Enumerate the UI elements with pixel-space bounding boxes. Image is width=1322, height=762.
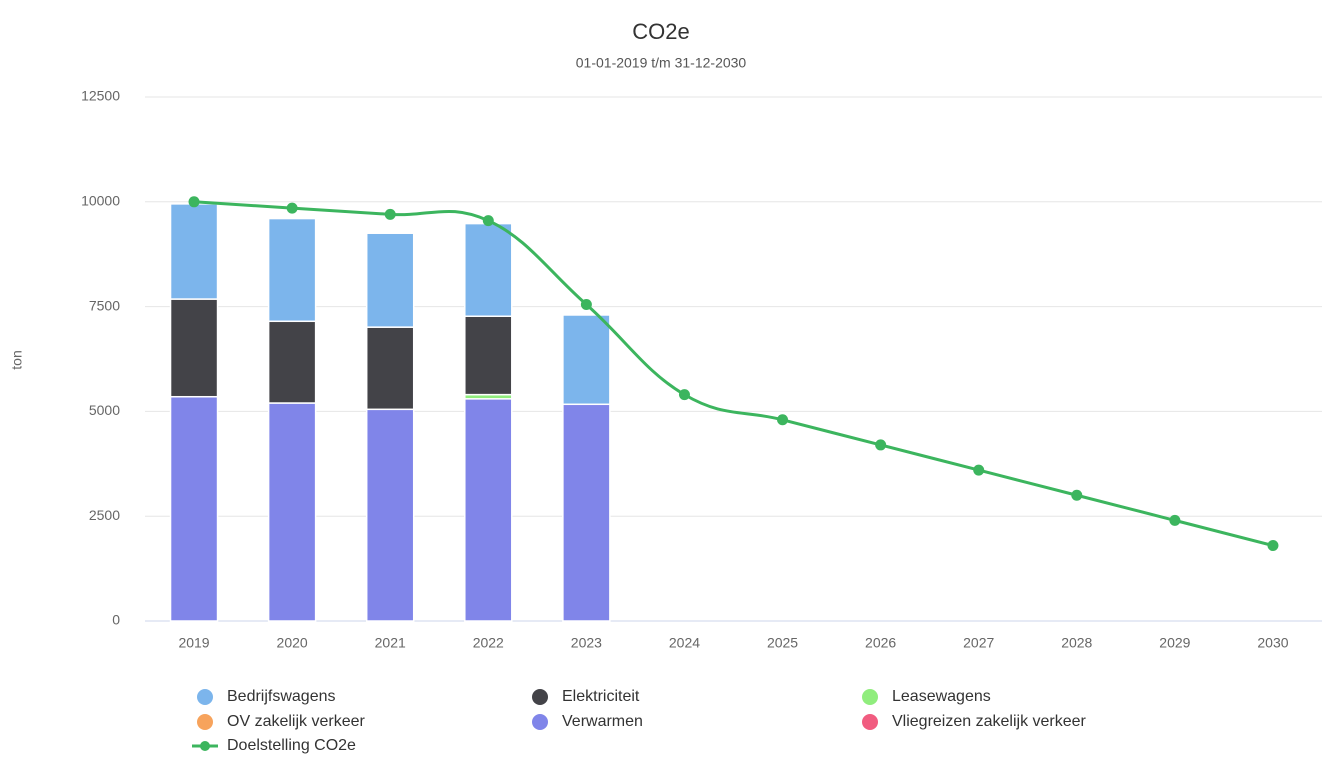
x-tick-label: 2027 (963, 635, 994, 651)
legend-label: Vliegreizen zakelijk verkeer (892, 713, 1087, 730)
bar-segment (169, 203, 219, 300)
x-tick-label: 2020 (277, 635, 308, 651)
bar-segment (365, 232, 415, 328)
target-point (580, 299, 592, 311)
legend-label: Elektriciteit (562, 688, 640, 705)
bar-segment (365, 326, 415, 411)
chart-title: CO2e (632, 19, 689, 44)
x-tick-label: 2023 (571, 635, 602, 651)
bar-segment (365, 408, 415, 622)
legend-label: OV zakelijk verkeer (227, 713, 365, 730)
legend-marker (862, 689, 878, 705)
bar-segment (562, 314, 611, 406)
target-point (777, 414, 789, 426)
legend-marker (197, 714, 213, 730)
bar-segment (267, 402, 317, 622)
legend-label: Bedrijfswagens (227, 688, 336, 705)
y-tick-label: 12500 (81, 88, 120, 104)
target-point (286, 202, 298, 214)
y-tick-label: 7500 (89, 297, 120, 313)
x-tick-label: 2029 (1159, 635, 1190, 651)
legend-label: Verwarmen (562, 713, 643, 730)
x-tick-label: 2024 (669, 635, 700, 651)
x-tick-label: 2030 (1257, 635, 1288, 651)
legend-label: Doelstelling CO2e (227, 737, 356, 754)
target-point (384, 208, 396, 220)
bar-segment (267, 320, 317, 404)
y-tick-label: 0 (112, 612, 120, 628)
bar-segment (464, 315, 513, 396)
bar-segment (562, 403, 611, 622)
bar-segment (169, 298, 219, 398)
target-point (482, 215, 494, 227)
legend-marker (197, 689, 213, 705)
bar-segment (267, 217, 317, 323)
target-point (1169, 514, 1181, 526)
target-point (1267, 540, 1279, 552)
target-line (193, 200, 1274, 547)
x-tick-label: 2022 (473, 635, 504, 651)
bar-segment (169, 395, 219, 622)
y-tick-label: 2500 (89, 507, 120, 523)
legend-marker (532, 689, 548, 705)
x-tick-label: 2028 (1061, 635, 1092, 651)
target-point (1071, 489, 1083, 501)
legend-marker (200, 741, 210, 751)
x-tick-label: 2026 (865, 635, 896, 651)
y-axis-title: ton (9, 350, 25, 369)
target-point (875, 439, 887, 451)
x-tick-label: 2019 (178, 635, 209, 651)
target-point (678, 389, 690, 401)
bar-segment (464, 222, 513, 317)
legend-label: Leasewagens (892, 688, 991, 705)
x-tick-label: 2021 (375, 635, 406, 651)
x-tick-label: 2025 (767, 635, 798, 651)
chart-subtitle: 01-01-2019 t/m 31-12-2030 (576, 55, 747, 71)
target-point (973, 464, 985, 476)
y-tick-label: 5000 (89, 402, 120, 418)
legend-marker (862, 714, 878, 730)
target-point (188, 196, 200, 208)
y-tick-label: 10000 (81, 193, 120, 209)
bar-segment (464, 398, 513, 622)
legend-marker (532, 714, 548, 730)
